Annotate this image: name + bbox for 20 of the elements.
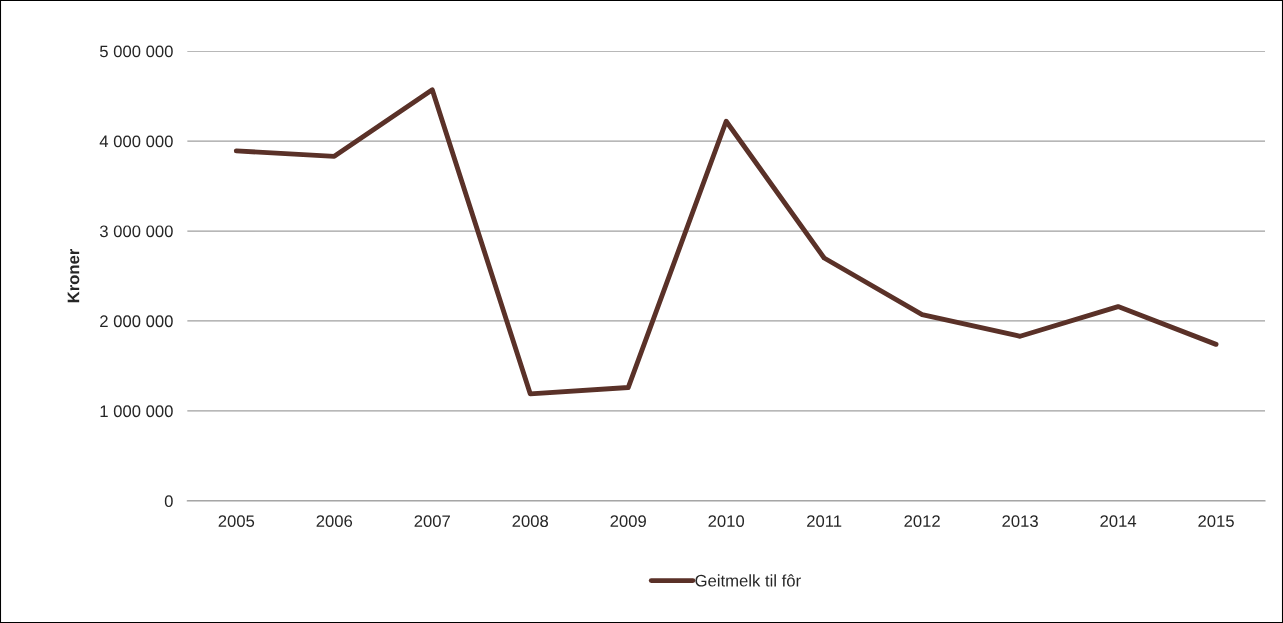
y-tick-label: 2 000 000 [100,315,173,328]
y-axis-title: Kroner [67,248,80,303]
y-tick-label: 5 000 000 [99,45,173,58]
y-tick-label: 3 000 000 [99,225,173,238]
x-tick-label: 2008 [512,515,549,528]
x-tick-label: 2013 [1002,515,1038,528]
x-tick-label: 2005 [218,515,255,528]
line-series [233,87,1219,397]
legend-label: Geitmelk til fôr [695,574,801,587]
y-tick-label: 4 000 000 [99,135,173,148]
x-tick-label: 2011 [807,515,842,528]
x-tick-label: 2009 [610,515,646,528]
x-tick-label: 2014 [1100,515,1137,528]
x-tick-label: 2010 [708,515,745,528]
x-tick-label: 2012 [904,515,940,528]
y-tick-label: 1 000 000 [100,405,173,418]
x-tick-label: 2007 [414,515,450,528]
y-tick-label: 0 [164,495,173,508]
x-tick-label: 2015 [1198,515,1234,528]
x-tick-label: 2006 [316,515,353,528]
